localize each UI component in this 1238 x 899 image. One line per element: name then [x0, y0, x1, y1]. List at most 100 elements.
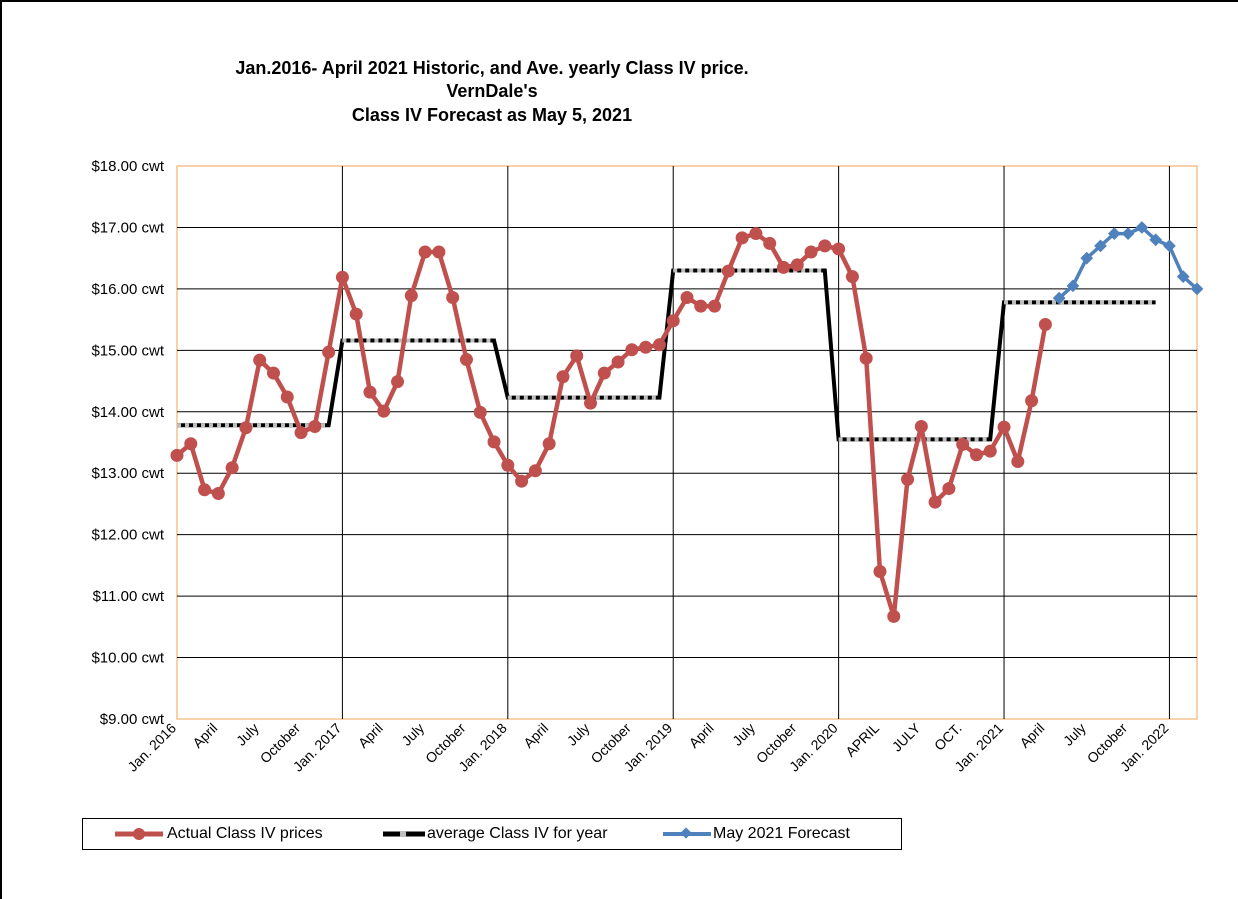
vertical-gridlines [341, 166, 1170, 719]
actual-point [239, 421, 253, 435]
actual-point [487, 435, 501, 449]
actual-point [708, 299, 722, 313]
actual-point [625, 343, 639, 357]
x-tick-label: JULY [889, 719, 924, 754]
actual-point [418, 245, 432, 259]
actual-point [515, 474, 529, 488]
actual-point [694, 299, 708, 313]
actual-point [1011, 455, 1025, 469]
legend-item-forecast: May 2021 Forecast [661, 819, 891, 849]
y-tick-label: $17.00 cwt [91, 219, 164, 236]
x-tick-label: July [729, 720, 758, 749]
actual-point [956, 437, 970, 451]
actual-point [873, 565, 887, 579]
legend-item-actual: Actual Class IV prices [111, 819, 371, 849]
y-tick-label: $14.00 cwt [91, 404, 164, 421]
actual-point [211, 486, 225, 500]
actual-point [832, 242, 846, 256]
x-tick-label: April [1016, 720, 1047, 751]
actual-point [363, 385, 377, 399]
plot-area [176, 165, 1198, 720]
actual-point [887, 609, 901, 623]
x-tick-label: July [564, 720, 593, 749]
actual-point [652, 338, 666, 352]
actual-point [391, 375, 405, 389]
actual-point [804, 245, 818, 259]
actual-point [528, 464, 542, 478]
actual-point [280, 390, 294, 404]
y-tick-label: $13.00 cwt [91, 465, 164, 482]
actual-point [225, 461, 239, 475]
actual-point [1038, 318, 1052, 332]
title-line-2: VernDale's [446, 81, 537, 101]
legend-symbol-actual [115, 828, 163, 840]
actual-point [776, 260, 790, 274]
legend-symbol-forecast [663, 827, 711, 839]
actual-point [253, 353, 267, 367]
actual-point [266, 366, 280, 380]
actual-point [556, 370, 570, 384]
y-tick-label: $12.00 cwt [91, 527, 164, 544]
actual-point [459, 353, 473, 367]
actual-point [1025, 394, 1039, 408]
actual-point [501, 458, 515, 472]
actual-point [763, 236, 777, 250]
y-tick-label: $11.00 cwt [93, 588, 165, 605]
x-tick-label: OCT. [931, 720, 965, 754]
actual-point [735, 231, 749, 245]
y-tick-label: $18.00 cwt [91, 158, 164, 175]
actual-point [446, 290, 460, 304]
y-tick-label: $16.00 cwt [91, 281, 164, 298]
actual-point [404, 289, 418, 303]
actual-point [983, 444, 997, 458]
actual-point [184, 437, 198, 451]
y-tick-label: $10.00 cwt [91, 650, 164, 667]
actual-point [969, 448, 983, 462]
x-tick-label: April [520, 720, 551, 751]
actual-point [335, 270, 349, 284]
actual-point [666, 314, 680, 328]
chart-title: Jan.2016- April 2021 Historic, and Ave. … [235, 58, 748, 125]
actual-series [170, 227, 1052, 623]
actual-point [294, 426, 308, 440]
actual-point [542, 437, 556, 451]
actual-point [721, 264, 735, 278]
legend-label-average: average Class IV for year [427, 825, 608, 842]
legend-label-forecast: May 2021 Forecast [713, 825, 850, 842]
actual-point [749, 227, 763, 241]
horizontal-gridlines [177, 226, 1197, 659]
actual-point [322, 345, 336, 359]
y-tick-label: $15.00 cwt [91, 342, 164, 359]
forecast-series [1052, 221, 1204, 305]
title-line-3: Class IV Forecast as May 5, 2021 [352, 105, 632, 125]
actual-point [639, 340, 653, 354]
actual-point [928, 495, 942, 509]
actual-point [198, 483, 212, 497]
x-tick-label: July [398, 720, 427, 749]
x-tick-label: April [189, 720, 220, 751]
actual-point [432, 245, 446, 259]
x-tick-label: July [233, 720, 262, 749]
actual-point [680, 290, 694, 304]
legend: Actual Class IV prices average Class IV … [82, 818, 902, 850]
y-tick-label: $9.00 cwt [100, 711, 165, 728]
y-axis-tick-labels: $18.00 cwt $17.00 cwt $16.00 cwt $15.00 cwt… [91, 158, 164, 728]
x-tick-label: April [686, 720, 717, 751]
title-line-1: Jan.2016- April 2021 Historic, and Ave. … [235, 58, 748, 78]
actual-point [859, 351, 873, 365]
actual-point [790, 258, 804, 272]
legend-symbol-average [383, 831, 425, 837]
actual-point [584, 396, 598, 410]
actual-point [901, 472, 915, 486]
actual-point [377, 404, 391, 418]
actual-point [942, 482, 956, 496]
actual-point [914, 420, 928, 434]
actual-point [308, 420, 322, 434]
actual-point [597, 366, 611, 380]
actual-point [845, 270, 859, 284]
actual-point [570, 349, 584, 363]
actual-point [170, 448, 184, 462]
actual-point [818, 239, 832, 253]
